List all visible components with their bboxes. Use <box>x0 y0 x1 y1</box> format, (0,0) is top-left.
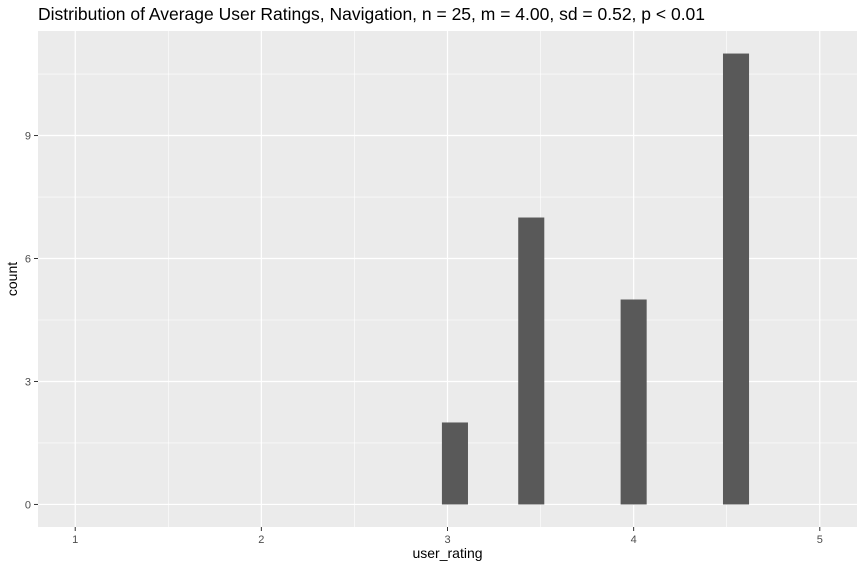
histogram-bar <box>518 217 545 505</box>
x-tick-label: 3 <box>444 534 450 546</box>
y-tick-label: 6 <box>25 254 31 266</box>
histogram-bar <box>441 422 468 505</box>
y-tick-label: 0 <box>25 499 31 511</box>
bars <box>441 53 750 505</box>
x-axis-title: user_rating <box>412 545 482 561</box>
y-tick-label: 9 <box>25 131 31 143</box>
y-axis-title: count <box>4 262 20 296</box>
x-tick-label: 5 <box>817 534 823 546</box>
histogram-bar <box>620 299 647 505</box>
x-axis: 1 2 3 4 5 <box>72 527 823 546</box>
y-tick-label: 3 <box>25 376 31 388</box>
x-tick-label: 1 <box>72 534 78 546</box>
x-tick-label: 2 <box>258 534 264 546</box>
chart-title: Distribution of Average User Ratings, Na… <box>38 4 705 24</box>
x-tick-label: 4 <box>631 534 637 546</box>
histogram-bar <box>722 53 750 505</box>
y-axis: 0 3 6 9 <box>25 131 38 511</box>
